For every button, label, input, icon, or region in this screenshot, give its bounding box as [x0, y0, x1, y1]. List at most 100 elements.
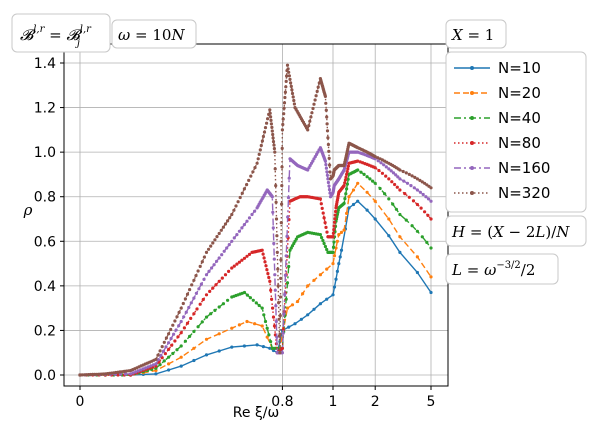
data-point: [167, 341, 171, 345]
data-point: [318, 197, 322, 201]
series-n-10: [78, 199, 433, 377]
data-point: [158, 363, 162, 367]
data-point: [217, 231, 221, 236]
data-point: [251, 170, 255, 174]
data-point: [356, 181, 360, 185]
data-point: [274, 217, 279, 221]
data-point: [271, 315, 276, 319]
data-point: [199, 282, 203, 286]
data-point: [318, 273, 322, 277]
data-point: [390, 180, 394, 184]
data-point: [326, 142, 330, 147]
data-point: [215, 235, 219, 239]
data-point: [415, 270, 419, 275]
data-point: [179, 344, 183, 348]
data-point: [346, 164, 350, 168]
data-point: [247, 216, 252, 220]
legend-frame: [445, 51, 587, 213]
data-point: [278, 332, 282, 336]
series-n-80: [78, 159, 433, 377]
data-point: [116, 373, 120, 377]
data-point: [270, 297, 274, 301]
data-point: [230, 345, 234, 349]
data-point: [192, 296, 196, 300]
data-point: [185, 321, 190, 325]
svg-text:𝓑l,r = 𝓑l,rj: 𝓑l,r = 𝓑l,r j: [20, 24, 92, 49]
data-point: [373, 155, 377, 159]
legend-label: N=40: [498, 109, 541, 127]
data-point: [179, 355, 183, 359]
data-point: [248, 296, 252, 300]
data-point: [167, 355, 171, 359]
data-point: [269, 115, 273, 119]
data-point: [285, 306, 290, 310]
data-point: [249, 174, 253, 178]
data-point: [325, 230, 329, 234]
data-point: [273, 150, 277, 154]
data-point: [346, 177, 350, 181]
data-point: [313, 98, 317, 102]
data-point: [232, 264, 236, 268]
data-point: [185, 292, 190, 296]
data-point: [292, 102, 296, 106]
data-point: [342, 201, 346, 205]
svg-text:X = 1: X = 1: [451, 26, 494, 44]
data-point: [240, 226, 244, 230]
data-point: [321, 211, 325, 215]
data-point: [344, 175, 348, 179]
data-point: [260, 306, 264, 310]
data-point: [272, 147, 276, 151]
data-point: [277, 317, 281, 321]
grid: [64, 44, 448, 386]
data-point: [325, 267, 329, 271]
data-point: [279, 239, 283, 243]
data-point: [256, 157, 260, 161]
data-point: [278, 295, 283, 299]
data-point: [237, 323, 241, 327]
y-tick-label: 1.0: [34, 145, 56, 161]
data-point: [227, 243, 231, 247]
data-point: [429, 186, 433, 190]
data-point: [240, 258, 244, 262]
data-point: [230, 266, 234, 270]
data-point: [230, 326, 234, 330]
data-point: [269, 288, 273, 292]
data-point: [405, 181, 410, 185]
data-point: [123, 372, 128, 376]
data-point: [139, 368, 143, 372]
data-point: [287, 74, 291, 78]
data-point: [223, 222, 228, 226]
data-point: [280, 184, 284, 188]
data-point: [262, 130, 267, 134]
data-point: [292, 98, 296, 103]
data-point: [323, 221, 327, 225]
data-point: [262, 313, 266, 317]
data-point: [271, 210, 275, 214]
data-point: [415, 255, 419, 259]
data-point: [271, 136, 275, 140]
data-point: [339, 230, 344, 234]
data-point: [175, 315, 179, 319]
y-tick-label: 0.6: [34, 234, 56, 250]
data-point: [387, 167, 391, 171]
data-point: [338, 255, 342, 259]
data-point: [308, 119, 312, 123]
series-n-160: [78, 146, 433, 377]
data-point: [162, 359, 166, 363]
data-point: [181, 301, 185, 306]
data-point: [204, 273, 209, 277]
data-point: [196, 269, 200, 273]
data-point: [265, 121, 269, 125]
x-tick-label: 1: [329, 394, 338, 410]
data-point: [204, 337, 209, 341]
series-group: [78, 63, 433, 377]
data-point: [398, 188, 402, 192]
data-point: [253, 166, 257, 170]
data-point: [179, 319, 183, 324]
plot-frame: [63, 43, 449, 387]
data-point: [219, 228, 223, 232]
data-point: [284, 79, 288, 83]
data-point: [242, 344, 246, 348]
data-point: [287, 176, 291, 180]
y-tick-label: 0.4: [34, 279, 56, 295]
